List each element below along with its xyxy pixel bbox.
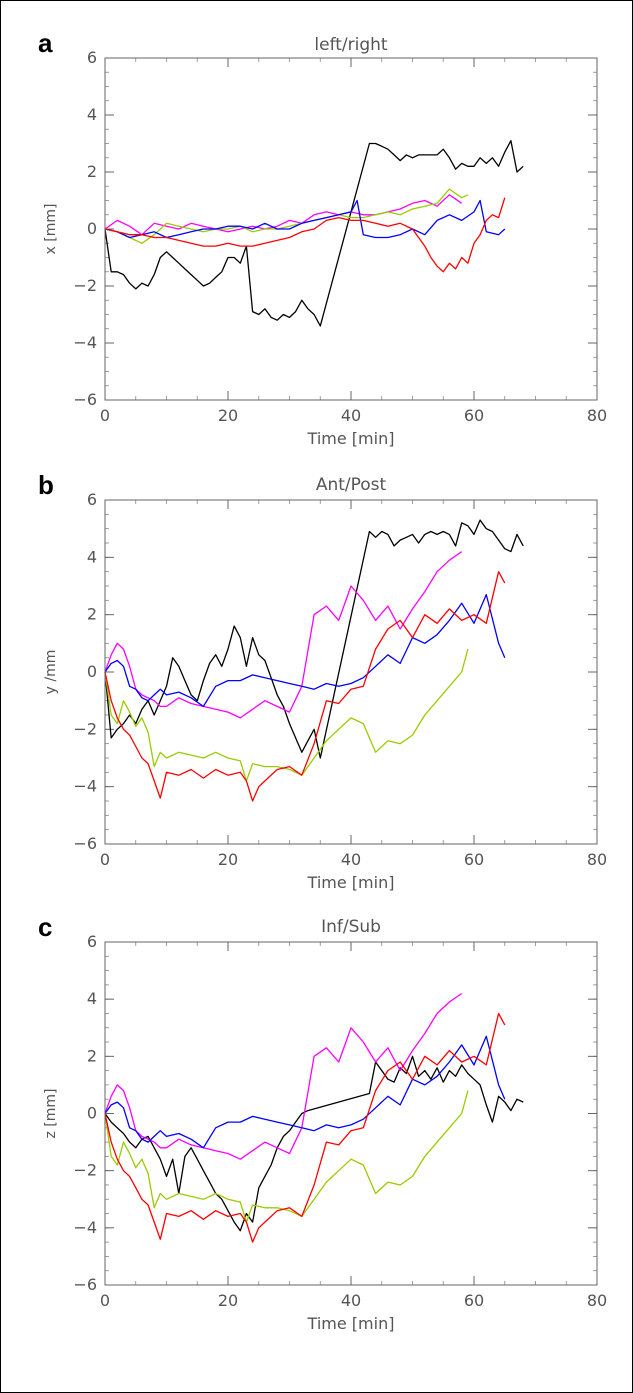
series-line [104,188,469,244]
y-axis-label: y /mm [43,650,59,695]
y-tick-label: −6 [73,1275,97,1294]
y-tick-label: −2 [73,1161,97,1180]
chart-panel-a: a left/right 0 20 40 60 80 −6 −4 −2 0 2 4 6 Time [min]… [38,28,607,448]
y-tick-label: 0 [87,1104,97,1123]
x-tick-label: 20 [218,1291,238,1310]
x-tick-label: 20 [218,850,238,869]
y-tick-label: 4 [87,989,97,1008]
series-line [104,519,524,759]
x-tick-label: 40 [341,1291,361,1310]
y-tick-label: 6 [87,490,97,509]
y-tick-label: −2 [73,276,97,295]
x-tick-label: 20 [218,406,238,425]
y-axis-label: x [mm] [43,204,59,255]
y-tick-label: −6 [73,390,97,409]
y-tick-label: 4 [87,105,97,124]
x-tick-label: 40 [341,406,361,425]
series-line [104,1055,524,1232]
x-tick-label: 0 [100,850,110,869]
x-tick-label: 80 [587,406,607,425]
panel-letter: a [38,28,53,58]
y-tick-label: 0 [87,219,97,238]
y-tick-label: −4 [73,777,97,796]
x-tick-label: 60 [464,406,484,425]
plot-frame [104,941,598,1286]
x-axis-label: Time [min] [307,1314,395,1333]
series-line [104,140,524,327]
chart-title: Inf/Sub [321,917,381,937]
y-tick-label: −6 [73,834,97,853]
chart-panel-b: b Ant/Post 0 20 40 60 80 −6 −4 −2 0 2 4 6 Time [min] y … [38,470,607,892]
y-tick-label: −4 [73,333,97,352]
plot-frame [104,57,598,401]
y-tick-label: 6 [87,932,97,951]
y-tick-label: −2 [73,719,97,738]
series-line [104,1035,506,1149]
chart-title: Ant/Post [316,475,387,495]
x-tick-label: 60 [464,850,484,869]
series-line [104,197,506,273]
series-line [104,992,463,1160]
series-line [104,1090,469,1223]
plot-frame [104,499,598,845]
y-axis-label: z [mm] [43,1089,59,1139]
x-tick-label: 80 [587,850,607,869]
x-axis-label: Time [min] [307,429,395,448]
chart-title: left/right [314,35,388,55]
x-tick-label: 80 [587,1291,607,1310]
series-line [104,571,506,802]
x-tick-label: 0 [100,1291,110,1310]
series-line [104,593,506,708]
series-line [104,551,463,719]
series-line [104,648,469,782]
y-tick-label: 0 [87,662,97,681]
series-line [104,199,506,239]
series-line [104,1012,506,1243]
chart-panel-c: c Inf/Sub 0 20 40 60 80 −6 −4 −2 0 2 4 6 Time [min] z [… [38,912,607,1333]
x-axis-label: Time [min] [307,873,395,892]
y-tick-label: −4 [73,1218,97,1237]
x-tick-label: 60 [464,1291,484,1310]
y-tick-label: 2 [87,1046,97,1065]
y-tick-label: 2 [87,162,97,181]
panel-letter: c [38,912,52,942]
y-tick-label: 4 [87,547,97,566]
y-tick-label: 2 [87,605,97,624]
x-tick-label: 40 [341,850,361,869]
x-tick-label: 0 [100,406,110,425]
y-tick-label: 6 [87,48,97,67]
panel-letter: b [38,470,54,500]
